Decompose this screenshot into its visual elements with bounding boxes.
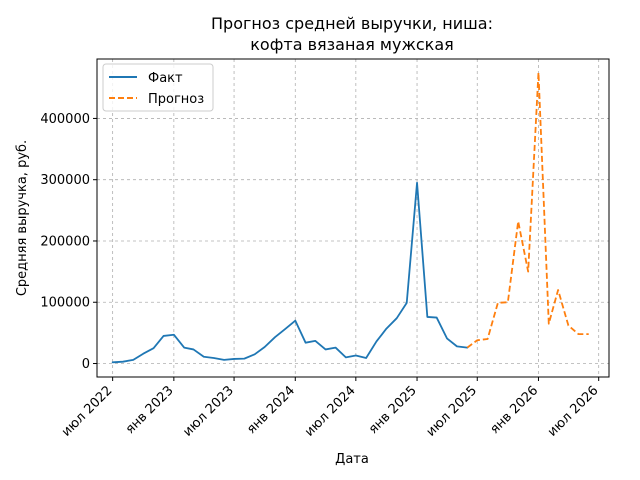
legend-box	[102, 63, 214, 112]
data-point	[365, 357, 367, 359]
data-point	[375, 340, 377, 342]
data-point	[517, 220, 519, 222]
y-tick-label: 400000	[40, 112, 90, 127]
data-point	[567, 324, 569, 326]
data-point	[507, 301, 509, 303]
series-line-fact	[111, 181, 469, 364]
x-tick-label: июл 2026	[545, 383, 602, 440]
legend: Факт Прогноз	[102, 63, 214, 112]
data-point	[334, 346, 336, 348]
data-point	[466, 346, 468, 348]
grid	[97, 59, 609, 377]
data-point	[345, 356, 347, 358]
data-point	[173, 334, 175, 336]
data-point	[132, 359, 134, 361]
data-point	[324, 348, 326, 350]
data-point	[284, 328, 286, 330]
data-point	[537, 71, 539, 73]
data-point	[152, 347, 154, 349]
y-axis-label: Средняя выручка, руб.	[15, 140, 30, 296]
data-point	[213, 357, 215, 359]
data-point	[263, 346, 265, 348]
data-point	[111, 361, 113, 363]
series-line-forecast	[466, 71, 589, 349]
data-point	[162, 335, 164, 337]
y-tick-label: 0	[82, 357, 90, 372]
y-tick-label: 100000	[40, 296, 90, 311]
data-point	[122, 360, 124, 362]
x-tick-label: июл 2023	[180, 383, 237, 440]
data-point	[446, 337, 448, 339]
chart-title-line-2: кофта вязаная мужская	[250, 35, 454, 54]
legend-label-fact: Факт	[148, 71, 183, 86]
data-point	[355, 354, 357, 356]
chart-title-line-1: Прогноз средней выручки, ниша:	[211, 14, 493, 33]
data-point	[396, 317, 398, 319]
data-point	[223, 359, 225, 361]
x-tick-label: июл 2022	[59, 383, 116, 440]
data-point	[557, 289, 559, 291]
data-point	[456, 345, 458, 347]
x-axis-ticks: июл 2022 янв 2023 июл 2023 янв 2024 июл 2024…	[59, 377, 602, 440]
x-tick-label: янв 2024	[244, 383, 298, 437]
data-point	[435, 316, 437, 318]
data-point	[274, 336, 276, 338]
data-point	[294, 319, 296, 321]
plot-frame	[96, 58, 610, 378]
data-point	[385, 327, 387, 329]
data-point	[588, 333, 590, 335]
y-axis-ticks: 0 100000 200000 300000 400000	[40, 112, 97, 372]
data-point	[577, 333, 579, 335]
x-axis-label: Дата	[335, 452, 369, 467]
data-point	[192, 348, 194, 350]
data-point	[233, 358, 235, 360]
data-point	[203, 356, 205, 358]
y-tick-label: 200000	[40, 234, 90, 249]
data-point	[426, 316, 428, 318]
data-point	[253, 353, 255, 355]
data-point	[416, 182, 418, 184]
legend-label-forecast: Прогноз	[148, 92, 204, 107]
data-point	[548, 322, 550, 324]
data-point	[304, 341, 306, 343]
x-tick-label: июл 2024	[302, 383, 359, 440]
data-point	[406, 302, 408, 304]
x-tick-label: июл 2025	[424, 383, 481, 440]
data-point	[486, 338, 488, 340]
data-point	[497, 302, 499, 304]
x-tick-label: янв 2023	[123, 383, 177, 437]
data-point	[476, 339, 478, 341]
data-point	[183, 346, 185, 348]
data-point	[314, 340, 316, 342]
data-point	[527, 270, 529, 272]
x-tick-label: янв 2026	[487, 383, 541, 437]
x-tick-label: янв 2025	[366, 383, 420, 437]
y-tick-label: 300000	[40, 173, 90, 188]
data-point	[142, 353, 144, 355]
data-point	[243, 357, 245, 359]
series-layer	[111, 71, 590, 364]
